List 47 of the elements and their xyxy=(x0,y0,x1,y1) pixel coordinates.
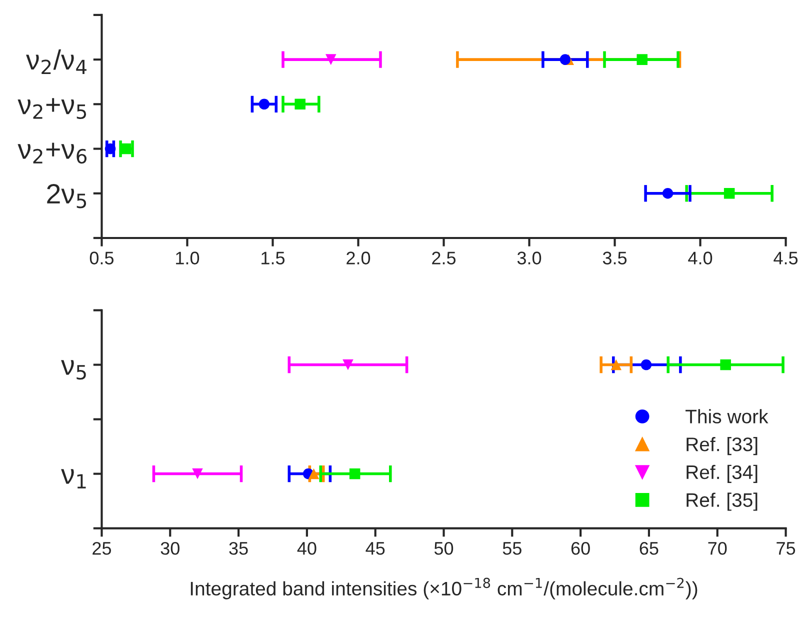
point xyxy=(349,468,360,480)
point xyxy=(342,359,354,370)
point xyxy=(326,54,336,65)
point xyxy=(610,359,622,370)
x-tick-label: 45 xyxy=(366,542,385,555)
x-tick-label: 2.5 xyxy=(432,252,456,264)
point xyxy=(294,98,306,110)
x-tick-label: 30 xyxy=(160,542,180,555)
y-tick-label: ν$_{2}$/ν$_{4}$ xyxy=(26,49,86,74)
x-tick-label: 50 xyxy=(434,542,454,555)
x-tick-label: 60 xyxy=(571,542,590,555)
x-tick-label: 0.5 xyxy=(90,252,114,264)
point xyxy=(192,468,203,480)
legend-label: This work xyxy=(686,409,768,424)
legend-label: Ref. [33] xyxy=(686,436,758,456)
point xyxy=(662,188,674,199)
y-tick-label: ν$_{1}$ xyxy=(61,469,86,488)
point xyxy=(104,143,116,154)
x-tick-label: 65 xyxy=(640,542,658,555)
point xyxy=(258,98,270,110)
x-tick-label: 3.5 xyxy=(602,252,627,264)
y-tick-label: ν$_{2}$+ν$_{5}$ xyxy=(18,98,86,119)
point xyxy=(560,54,571,65)
x-tick-label: 3.0 xyxy=(517,252,542,264)
x-tick-label: 35 xyxy=(229,542,248,555)
legend-label: Ref. [35] xyxy=(686,492,758,511)
x-tick-label: 1.5 xyxy=(262,252,285,264)
point xyxy=(308,468,320,480)
y-tick-label: ν$_{5}$ xyxy=(61,360,86,380)
x-tick-label: 2.0 xyxy=(346,252,370,264)
x-tick-label: 55 xyxy=(502,542,522,555)
x-axis-title: Integrated band intensities (×10$^{−18}$ cm$^{−1}$/(molecule.cm$^{−2}$)) xyxy=(190,578,698,600)
x-tick-label: 1.0 xyxy=(176,252,200,264)
x-tick-label: 75 xyxy=(776,542,796,555)
point xyxy=(640,359,652,370)
y-tick-label: 2ν$_{5}$ xyxy=(47,184,86,208)
point xyxy=(636,54,648,65)
x-tick-label: 4.0 xyxy=(688,252,712,264)
x-tick-label: 40 xyxy=(297,542,316,555)
y-tick-label: ν$_{2}$+ν$_{6}$ xyxy=(18,142,87,164)
point xyxy=(720,359,731,370)
legend-label: Ref. [34] xyxy=(686,464,758,483)
point xyxy=(724,188,735,199)
point xyxy=(120,143,132,154)
x-tick-label: 25 xyxy=(92,542,112,555)
x-tick-label: 4.5 xyxy=(774,252,798,264)
x-tick-label: 70 xyxy=(708,542,727,555)
